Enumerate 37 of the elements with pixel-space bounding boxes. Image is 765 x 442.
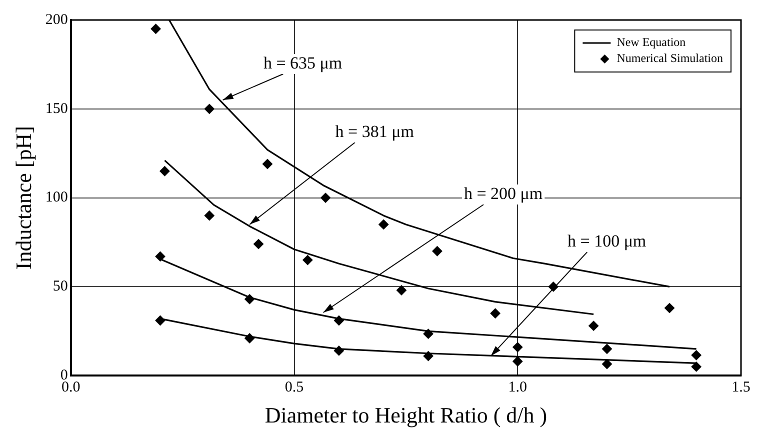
legend-label: New Equation (616, 35, 686, 50)
y-tick-label: 50 (52, 278, 68, 295)
y-tick-label: 100 (45, 190, 68, 206)
point (512, 356, 523, 366)
point (160, 166, 170, 176)
x-tick-label: 0.5 (284, 380, 304, 396)
point (262, 159, 272, 170)
annotation: h = 381 μm (335, 122, 414, 141)
y-axis-title: Inductance [pH] (10, 126, 36, 270)
x-tick-label: 1.5 (732, 380, 750, 396)
point (432, 246, 442, 256)
point (602, 359, 612, 370)
point (150, 24, 161, 34)
point (588, 320, 599, 331)
point (548, 282, 558, 292)
point (691, 362, 702, 372)
point (512, 342, 523, 352)
point (691, 350, 702, 360)
point (204, 104, 214, 114)
point (204, 210, 214, 221)
point (302, 255, 313, 266)
point (396, 285, 406, 296)
point (320, 192, 331, 203)
point (254, 239, 264, 250)
point (664, 303, 675, 314)
y-tick-label: 200 (45, 12, 68, 28)
x-axis-title: Diameter to Height Ratio ( d/h ) (264, 402, 548, 428)
x-tick-label: 0.0 (62, 380, 80, 396)
point (378, 219, 389, 230)
point (490, 308, 500, 318)
legend-label: Numerical Simulation (616, 51, 723, 66)
annotation: h = 100 μm (567, 232, 646, 251)
point (602, 344, 612, 354)
y-tick-label: 150 (45, 100, 68, 117)
annotation: h = 200 μm (464, 184, 543, 203)
annotation: h = 635 μm (263, 53, 342, 72)
x-tick-label: 1.0 (508, 380, 528, 396)
